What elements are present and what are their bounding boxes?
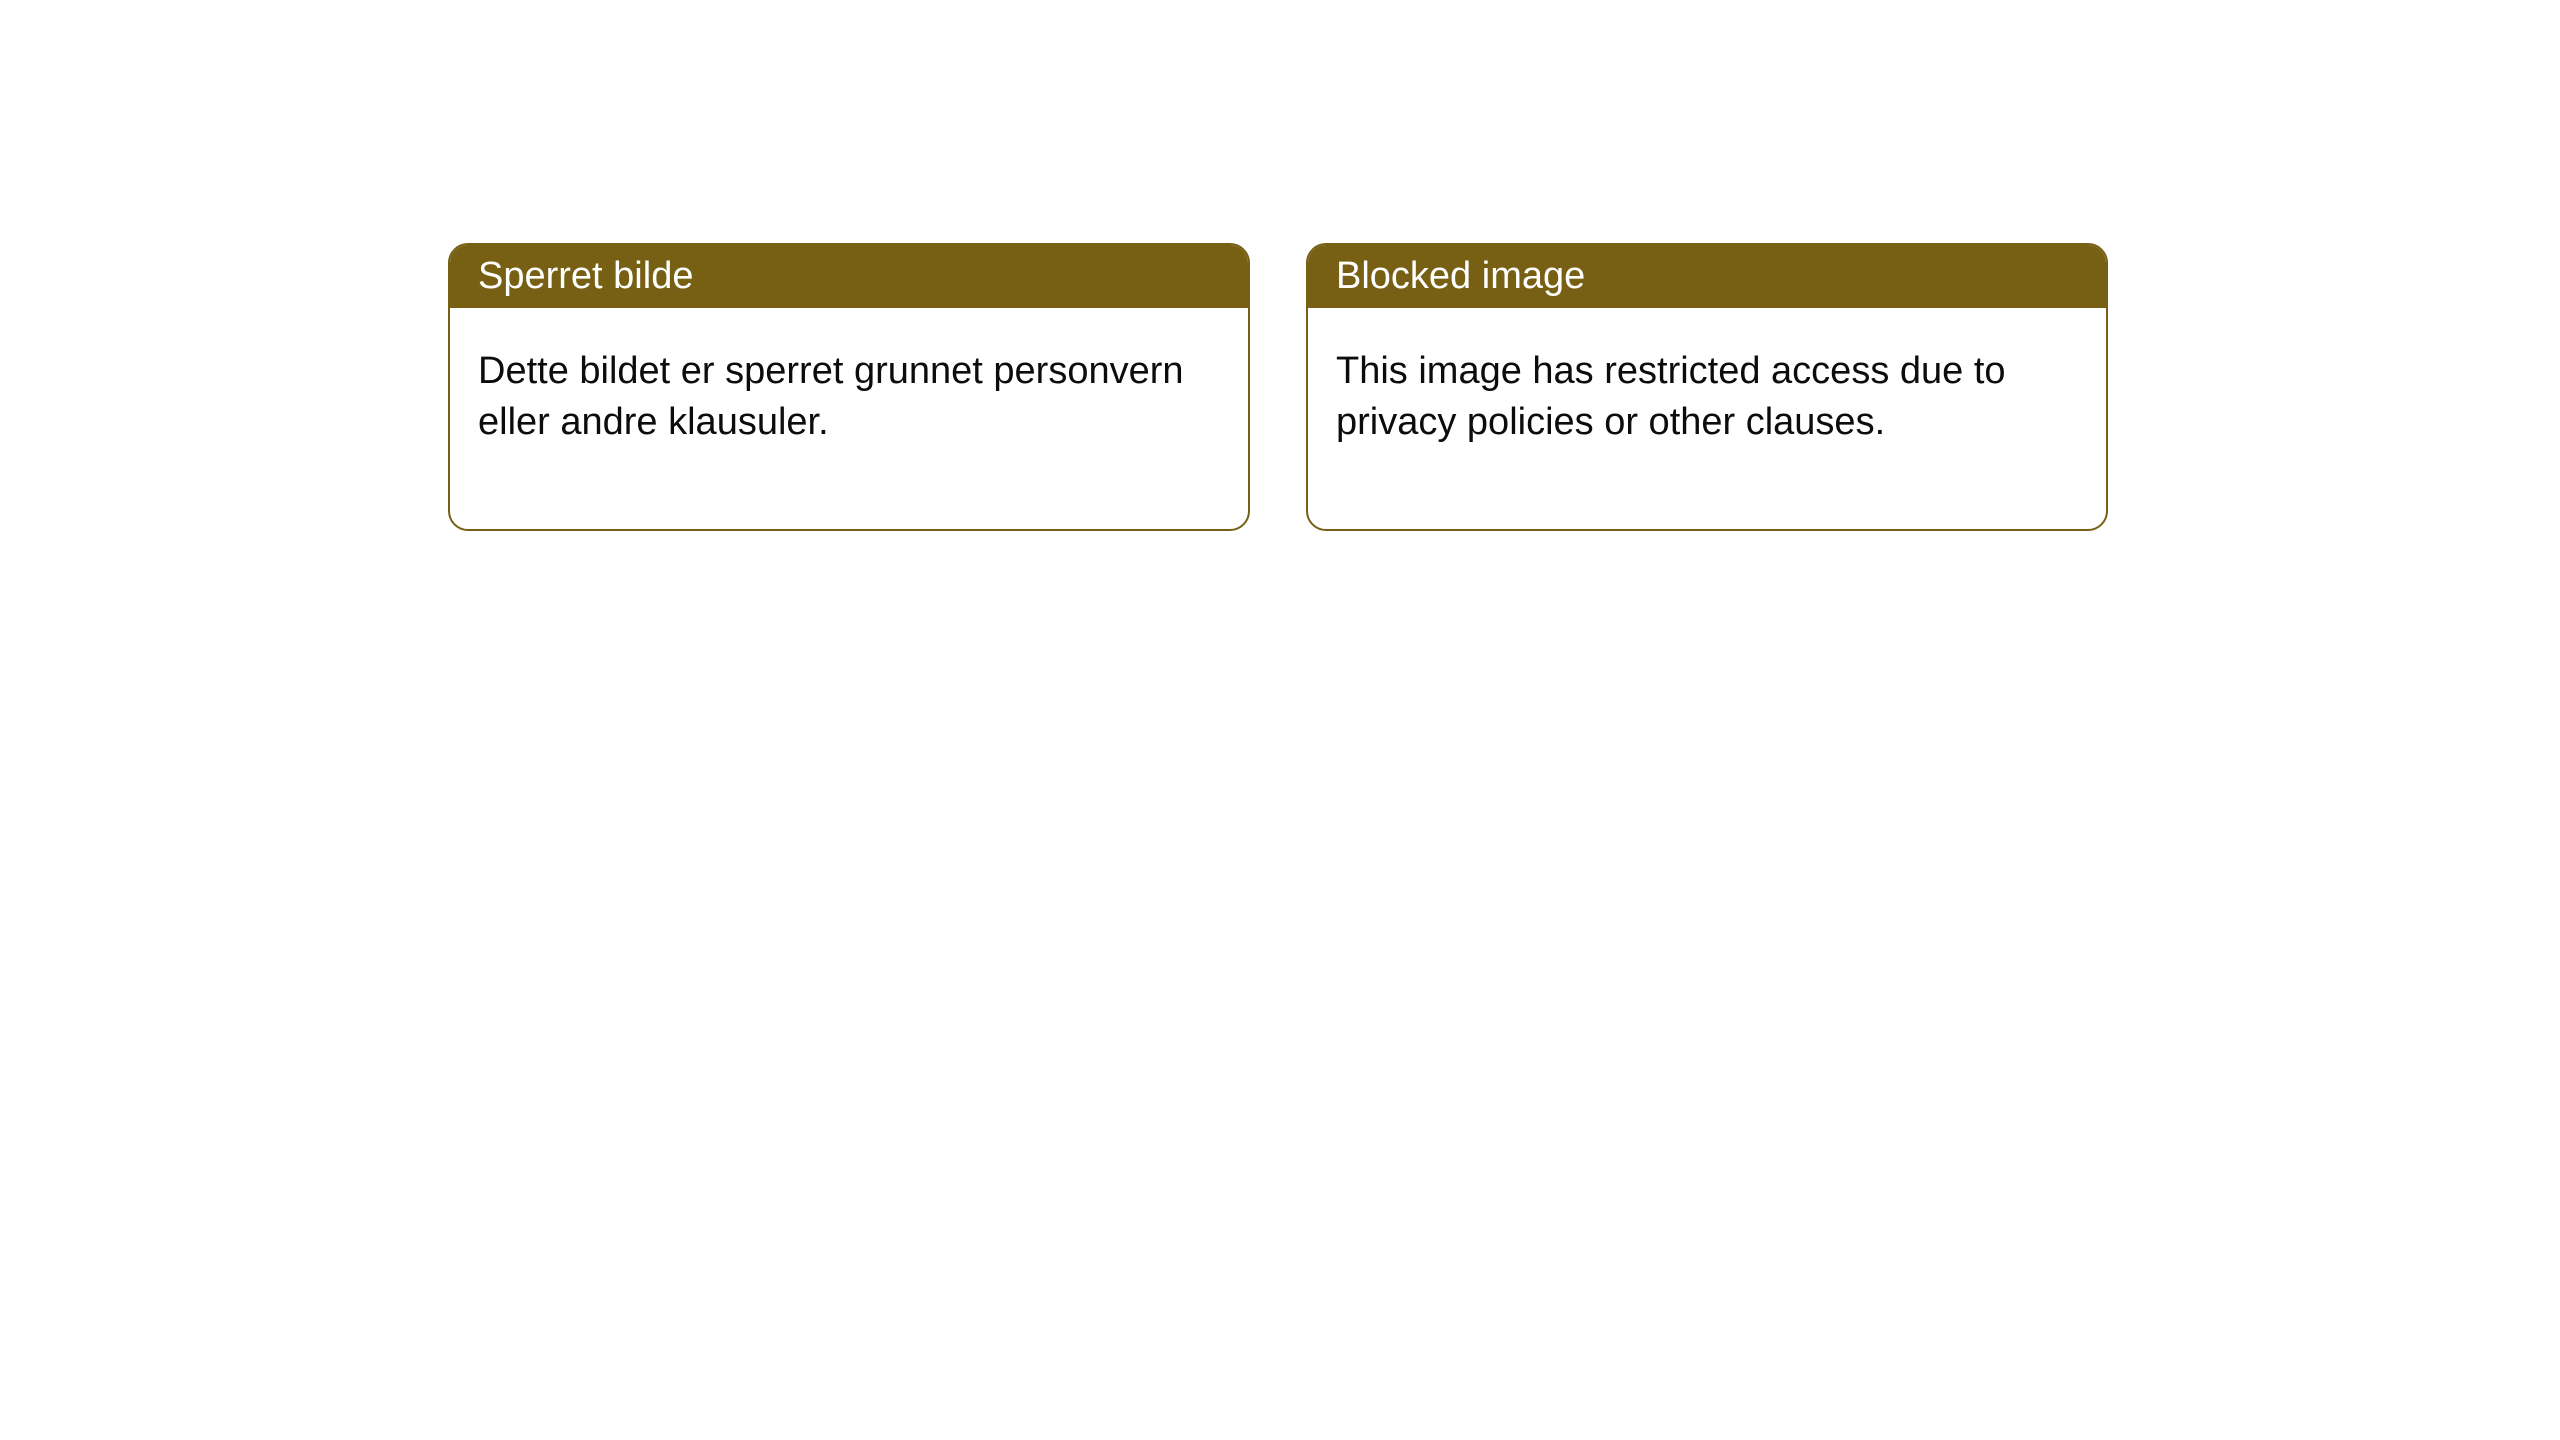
card-text: This image has restricted access due to … bbox=[1336, 350, 2006, 443]
card-body: Dette bildet er sperret grunnet personve… bbox=[450, 308, 1248, 529]
card-title: Sperret bilde bbox=[478, 255, 693, 297]
card-body: This image has restricted access due to … bbox=[1308, 308, 2106, 529]
card-header: Blocked image bbox=[1308, 245, 2106, 308]
card-text: Dette bildet er sperret grunnet personve… bbox=[478, 350, 1184, 443]
notice-card-norwegian: Sperret bilde Dette bildet er sperret gr… bbox=[448, 243, 1250, 531]
notice-container: Sperret bilde Dette bildet er sperret gr… bbox=[0, 0, 2560, 531]
card-title: Blocked image bbox=[1336, 255, 1585, 297]
card-header: Sperret bilde bbox=[450, 245, 1248, 308]
notice-card-english: Blocked image This image has restricted … bbox=[1306, 243, 2108, 531]
